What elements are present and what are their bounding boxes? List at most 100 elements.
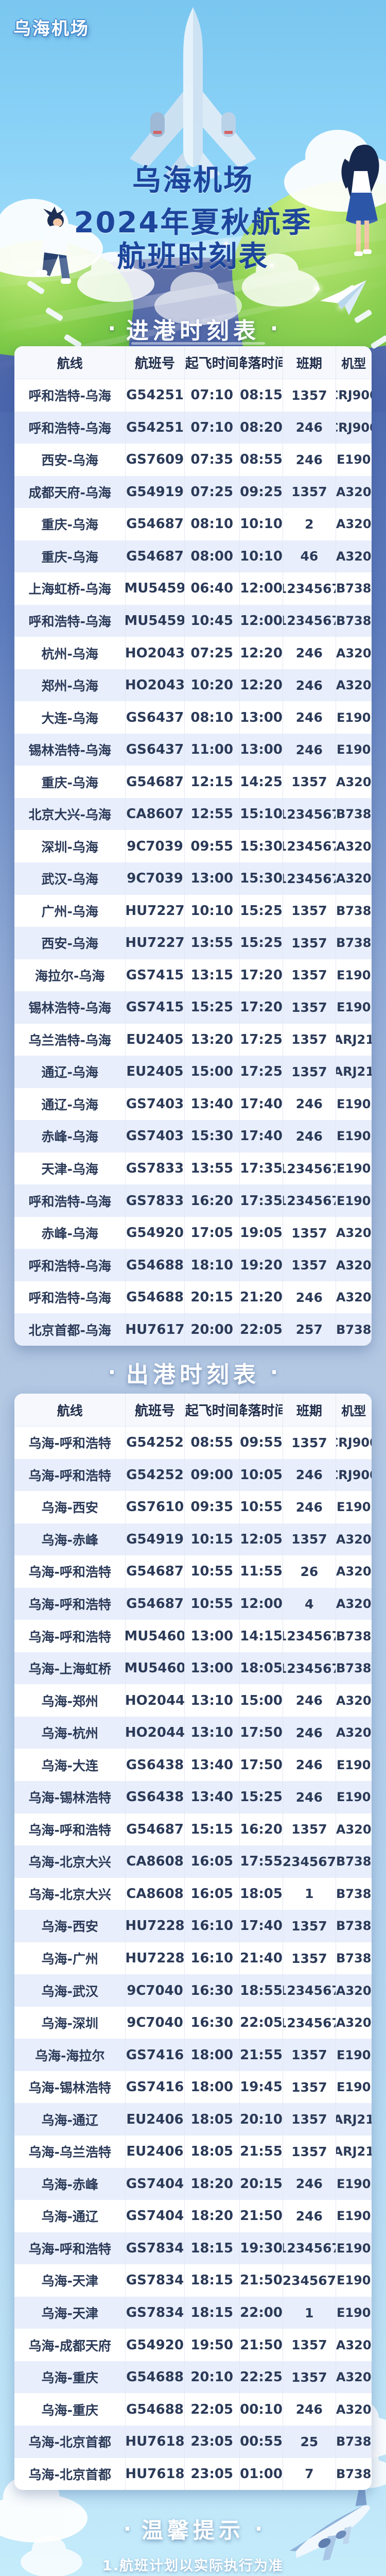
cell-flight-no: GS7403 [126, 1120, 185, 1153]
table-row: 乌海-成都天府 G54920 19:50 21:50 1357 A320 [14, 2329, 372, 2361]
cell-flight-no: HU7228 [126, 1942, 185, 1975]
cell-flight-no: 9C7040 [126, 2006, 185, 2039]
cell-landing-time: 17:40 [240, 1088, 284, 1121]
table-row: 呼和浩特-乌海 G54688 20:15 21:20 246 A320 [14, 1281, 372, 1314]
cell-landing-time: 21:40 [240, 1942, 284, 1975]
cell-landing-time: 22:00 [240, 2296, 284, 2329]
cell-landing-time: 21:50 [240, 2329, 284, 2361]
cell-landing-time: 21:55 [240, 2136, 284, 2168]
cell-landing-time: 17:40 [240, 1120, 284, 1153]
cell-landing-time: 20:15 [240, 2167, 284, 2200]
cell-route: 呼和浩特-乌海 [14, 604, 126, 637]
cell-days: 1357 [283, 766, 336, 798]
cell-takeoff-time: 15:25 [185, 991, 240, 1024]
table-row: 乌海-通辽 EU2406 18:05 20:10 1357 ARJ21 [14, 2103, 372, 2136]
dot-left: · [108, 317, 116, 341]
cell-aircraft: E190 [337, 2209, 371, 2224]
cell-landing-time: 12:20 [240, 669, 284, 702]
column-header-flight-no: 航班号 [126, 346, 185, 379]
cell-route: 乌海-锡林浩特 [14, 2071, 126, 2104]
column-header-route: 航线 [14, 346, 126, 379]
cell-flight-no: G54687 [126, 1813, 185, 1846]
cell-route: 乌海-通辽 [14, 2103, 126, 2136]
cell-days: 246 [283, 2167, 336, 2200]
cell-flight-no: HU7618 [126, 2425, 185, 2458]
cell-flight-no: GS7834 [126, 2264, 185, 2297]
departures-table-header: 航线 航班号 起飞时间 降落时间 班期 机型 [14, 1394, 372, 1427]
cell-flight-no: G54252 [126, 1427, 185, 1459]
cell-days: 46 [283, 540, 336, 573]
cell-route: 乌海-乌兰浩特 [14, 2136, 126, 2168]
cell-landing-time: 17:25 [240, 1023, 284, 1056]
cloud [21, 2535, 82, 2576]
cell-flight-no: GS7834 [126, 2232, 185, 2265]
cell-route: 乌海-呼和浩特 [14, 1555, 126, 1588]
cell-days: 7 [283, 2458, 336, 2490]
cell-landing-time: 17:55 [240, 1845, 284, 1878]
cell-days: 1357 [283, 1249, 336, 1281]
cell-route: 乌海-郑州 [14, 1684, 126, 1717]
cell-landing-time: 17:50 [240, 1749, 284, 1782]
cell-route: 呼和浩特-乌海 [14, 1249, 126, 1281]
cell-aircraft: E190 [337, 1161, 371, 1176]
cell-aircraft: A320 [336, 1532, 372, 1547]
cell-takeoff-time: 18:20 [185, 2200, 240, 2232]
cell-landing-time: 19:20 [240, 1249, 284, 1281]
table-row: 乌海-赤峰 G54919 10:15 12:05 1357 A320 [14, 1523, 372, 1556]
cell-landing-time: 17:40 [240, 1910, 284, 1942]
cell-aircraft: CRJ900 [336, 420, 372, 435]
arrivals-table-header: 航线 航班号 起飞时间 降落时间 班期 机型 [14, 346, 372, 379]
cell-route: 成都天府-乌海 [14, 476, 126, 509]
cell-takeoff-time: 13:00 [185, 1652, 240, 1685]
cell-route: 乌海-广州 [14, 1942, 126, 1975]
cell-aircraft: E190 [337, 1129, 371, 1144]
cell-days: 1234567 [283, 798, 336, 831]
cell-takeoff-time: 08:10 [185, 508, 240, 540]
cell-takeoff-time: 16:20 [185, 1184, 240, 1217]
cell-landing-time: 22:05 [240, 1313, 284, 1346]
cell-aircraft: E190 [337, 2047, 371, 2062]
cell-days: 246 [283, 701, 336, 734]
cell-route: 深圳-乌海 [14, 830, 126, 862]
runner-boy-illustration [36, 207, 81, 284]
cell-aircraft: E190 [337, 1000, 371, 1015]
cell-route: 呼和浩特-乌海 [14, 379, 126, 412]
cell-takeoff-time: 16:30 [185, 1974, 240, 2007]
cell-flight-no: GS7404 [126, 2167, 185, 2200]
cell-takeoff-time: 09:55 [185, 830, 240, 862]
cell-route: 乌海-天津 [14, 2264, 126, 2297]
cell-landing-time: 18:05 [240, 1652, 284, 1685]
cell-days: 246 [283, 637, 336, 669]
cell-takeoff-time: 15:00 [185, 1056, 240, 1088]
column-header-landing-time: 降落时间 [240, 346, 284, 379]
arrivals-section-title: 进港时刻表 [126, 318, 260, 344]
cell-flight-no: GS6438 [126, 1749, 185, 1782]
cloud [242, 253, 319, 307]
cell-landing-time: 09:55 [240, 1427, 284, 1459]
cell-route: 重庆-乌海 [14, 540, 126, 573]
cell-takeoff-time: 16:05 [185, 1845, 240, 1878]
cell-takeoff-time: 16:10 [185, 1910, 240, 1942]
cell-route: 广州-乌海 [14, 894, 126, 927]
cell-days: 4 [283, 1587, 336, 1620]
table-row: 乌海-西安 HU7228 16:10 17:40 1357 B738 [14, 1910, 372, 1942]
arrivals-table: 航线 航班号 起飞时间 降落时间 班期 机型 呼和浩特-乌海G5425107:1… [14, 346, 372, 1346]
title-underglow [131, 342, 265, 345]
cell-takeoff-time: 20:10 [185, 2361, 240, 2394]
cell-takeoff-time: 13:40 [185, 1781, 240, 1814]
cell-takeoff-time: 16:05 [185, 1877, 240, 1910]
cell-flight-no: GS7609 [126, 444, 185, 476]
cell-landing-time: 12:05 [240, 1523, 284, 1556]
cell-aircraft: B738 [336, 581, 372, 596]
cell-landing-time: 00:55 [240, 2425, 284, 2458]
cell-days: 246 [283, 1120, 336, 1153]
cell-takeoff-time: 07:25 [185, 637, 240, 669]
table-row: 乌海-北京大兴 CA8608 16:05 17:55 234567 B738 [14, 1845, 372, 1878]
cell-flight-no: G54252 [126, 1459, 185, 1492]
cell-takeoff-time: 07:35 [185, 444, 240, 476]
table-row: 郑州-乌海 HO2043 10:20 12:20 246 A320 [14, 669, 372, 702]
cell-landing-time: 15:00 [240, 1684, 284, 1717]
